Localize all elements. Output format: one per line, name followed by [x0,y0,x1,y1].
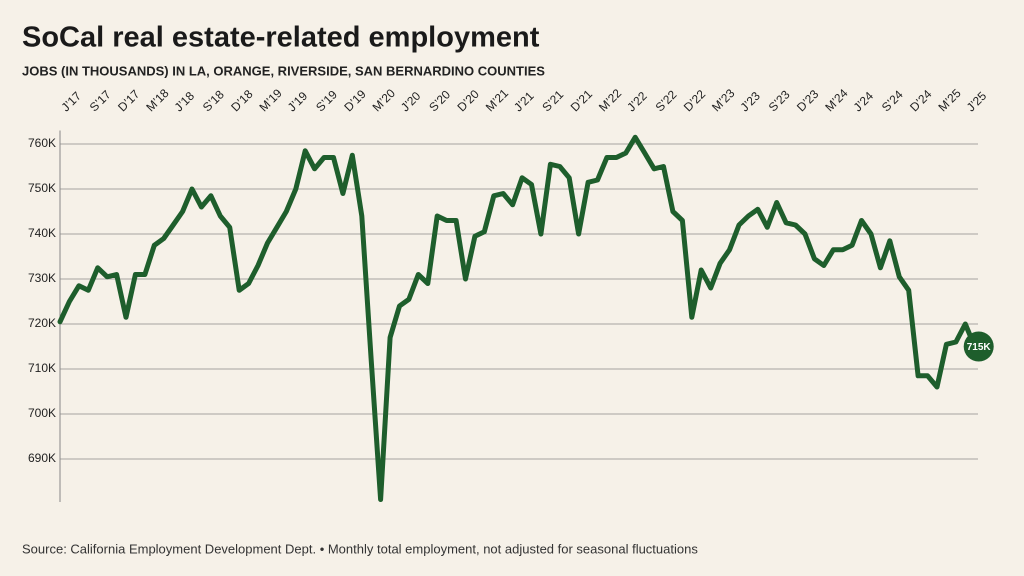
y-tick-label: 720K [28,316,56,330]
y-tick-label: 760K [28,136,56,150]
end-point [963,331,994,362]
y-tick-label: 740K [28,226,56,240]
y-tick-label: 750K [28,181,56,195]
value-label: 715K [967,342,992,353]
chart-subtitle: JOBS (IN THOUSANDS) IN LA, ORANGE, RIVER… [22,63,545,78]
chart-title: SoCal real estate-related employment [22,22,540,54]
data-line [57,134,978,502]
y-tick-label: 710K [28,361,56,375]
source-note: Source: California Employment Developmen… [22,541,698,556]
y-tick-label: 690K [28,451,56,465]
y-tick-label: 730K [28,271,56,285]
y-tick-label: 700K [28,406,56,420]
